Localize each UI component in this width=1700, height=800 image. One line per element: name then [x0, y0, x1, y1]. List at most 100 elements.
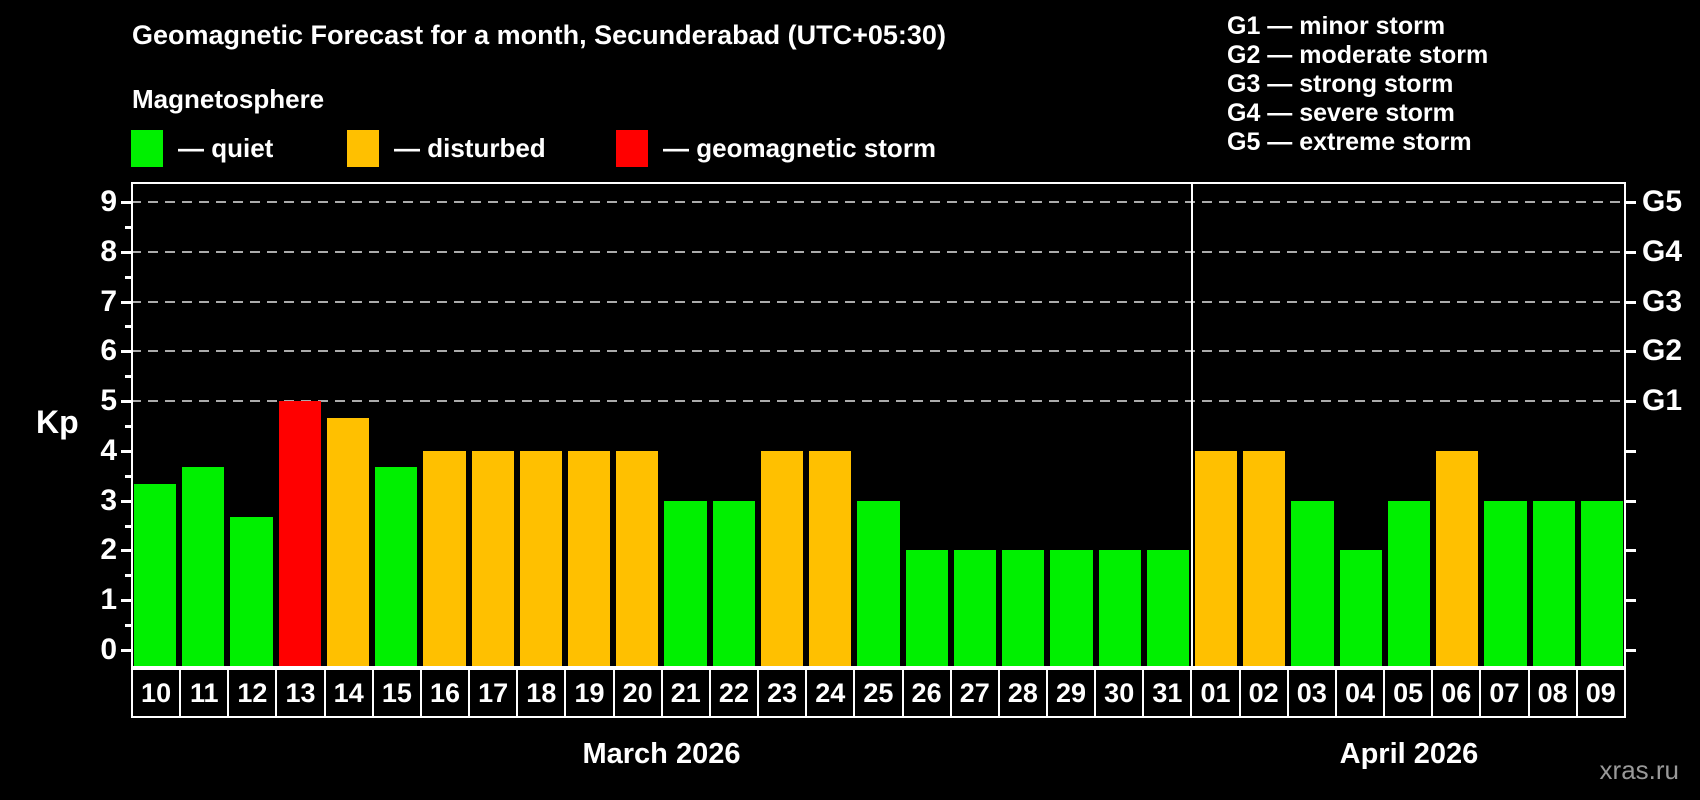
day-label-14: 14 — [325, 670, 374, 716]
kp-bar-day-12 — [230, 517, 273, 668]
g-axis-label-G4: G4 — [1642, 234, 1683, 268]
kp-bar-day-20 — [616, 450, 659, 668]
gridline-kp-7 — [131, 300, 1626, 303]
day-label-06: 06 — [1433, 670, 1482, 716]
legend-swatch-storm — [616, 129, 648, 167]
kp-bar-day-31 — [1146, 550, 1189, 668]
g-axis-label-G2: G2 — [1642, 334, 1683, 368]
y-tick-0 — [121, 649, 131, 653]
kp-bar-day-30 — [1098, 550, 1141, 668]
day-label-26: 26 — [903, 670, 952, 716]
gridline-kp-9 — [131, 200, 1626, 203]
day-label-25: 25 — [855, 670, 904, 716]
day-label-07: 07 — [1481, 670, 1530, 716]
kp-bar-day-22 — [712, 500, 755, 668]
right-tick-9 — [1626, 200, 1636, 204]
day-label-09: 09 — [1577, 670, 1624, 716]
kp-bar-day-13 — [278, 401, 321, 668]
day-label-18: 18 — [518, 670, 567, 716]
y-tick-9 — [121, 200, 131, 204]
legend-item-disturbed: — disturbed — [347, 129, 546, 167]
kp-bar-day-07 — [1484, 500, 1527, 668]
day-label-20: 20 — [614, 670, 663, 716]
y-tick-label-8: 8 — [100, 234, 117, 268]
kp-bar-day-16 — [423, 450, 466, 668]
kp-bar-day-04 — [1339, 550, 1382, 668]
day-label-30: 30 — [1096, 670, 1145, 716]
g-legend-line-3: G3 — strong storm — [1227, 70, 1454, 98]
day-label-19: 19 — [566, 670, 615, 716]
status-legend: — quiet — disturbed — geomagnetic storm — [0, 129, 1700, 169]
watermark: xras.ru — [1599, 755, 1679, 785]
right-tick-0 — [1626, 649, 1636, 653]
day-label-row: 10 11 12 13 14 15 16 17 18 19 20 21 22 23 24 25 26 27 28 29… — [131, 668, 1626, 718]
y-minor-tick — [125, 524, 131, 528]
g-scale-legend: G1 — minor storm G2 — moderate storm G3 — … — [1227, 12, 1488, 157]
month-separator — [1190, 182, 1193, 668]
kp-bar-day-26 — [905, 550, 948, 668]
day-label-02: 02 — [1240, 670, 1289, 716]
kp-bar-day-14 — [326, 417, 370, 668]
legend-label-storm: — geomagnetic storm — [663, 132, 937, 163]
y-tick-label-6: 6 — [100, 334, 117, 368]
kp-bar-day-23 — [760, 450, 804, 668]
g-axis-label-G3: G3 — [1642, 284, 1683, 318]
kp-bar-day-19 — [568, 450, 611, 668]
g-axis-label-G1: G1 — [1642, 384, 1683, 418]
g-legend-line-2: G2 — moderate storm — [1227, 41, 1489, 69]
kp-bar-day-18 — [519, 450, 563, 668]
legend-item-storm: — geomagnetic storm — [616, 129, 936, 167]
g-legend-line-5: G5 — extreme storm — [1227, 128, 1472, 156]
day-label-23: 23 — [759, 670, 808, 716]
chart-title: Geomagnetic Forecast for a month, Secund… — [132, 20, 946, 50]
kp-bar-day-15 — [375, 467, 418, 668]
plot-area — [131, 182, 1626, 668]
y-tick-label-3: 3 — [100, 483, 117, 517]
y-tick-5 — [121, 400, 131, 404]
kp-bar-day-27 — [953, 550, 997, 668]
g-axis-label-G5: G5 — [1642, 184, 1683, 218]
legend-item-quiet: — quiet — [131, 129, 273, 167]
kp-bar-day-09 — [1580, 500, 1623, 668]
y-minor-tick — [125, 624, 131, 628]
kp-bar-day-29 — [1050, 550, 1093, 668]
day-label-04: 04 — [1336, 670, 1386, 716]
kp-bar-day-17 — [471, 450, 514, 668]
y-tick-label-0: 0 — [100, 633, 117, 667]
day-label-21: 21 — [662, 670, 711, 716]
y-tick-label-4: 4 — [100, 433, 117, 467]
kp-bar-day-11 — [182, 467, 225, 668]
day-label-08: 08 — [1529, 670, 1578, 716]
y-minor-tick — [125, 474, 131, 478]
y-minor-tick — [125, 275, 131, 279]
gridline-kp-5 — [131, 400, 1626, 403]
y-minor-tick — [125, 225, 131, 229]
kp-bar-day-24 — [809, 450, 852, 668]
day-label-17: 17 — [470, 670, 519, 716]
y-tick-7 — [121, 300, 131, 304]
kp-bar-day-02 — [1243, 450, 1286, 668]
day-label-01: 01 — [1192, 670, 1241, 716]
legend-swatch-disturbed — [347, 129, 379, 167]
y-tick-6 — [121, 350, 131, 354]
day-label-05: 05 — [1385, 670, 1434, 716]
right-tick-7 — [1626, 300, 1636, 304]
magnetosphere-label: Magnetosphere — [132, 84, 325, 114]
y-minor-tick — [125, 375, 131, 379]
kp-bar-day-06 — [1436, 450, 1479, 668]
day-label-16: 16 — [421, 670, 471, 716]
y-tick-label-1: 1 — [100, 583, 117, 617]
y-tick-2 — [121, 549, 131, 553]
day-label-12: 12 — [229, 670, 278, 716]
g-legend-line-4: G4 — severe storm — [1227, 99, 1455, 127]
gridline-kp-8 — [131, 250, 1626, 253]
month-label-march: March 2026 — [582, 738, 741, 770]
g-legend-line-1: G1 — minor storm — [1227, 12, 1446, 40]
y-minor-tick — [125, 325, 131, 329]
legend-label-disturbed: — disturbed — [394, 132, 546, 163]
day-label-29: 29 — [1047, 670, 1097, 716]
y-tick-4 — [121, 449, 131, 453]
day-label-22: 22 — [710, 670, 760, 716]
y-tick-3 — [121, 499, 131, 503]
